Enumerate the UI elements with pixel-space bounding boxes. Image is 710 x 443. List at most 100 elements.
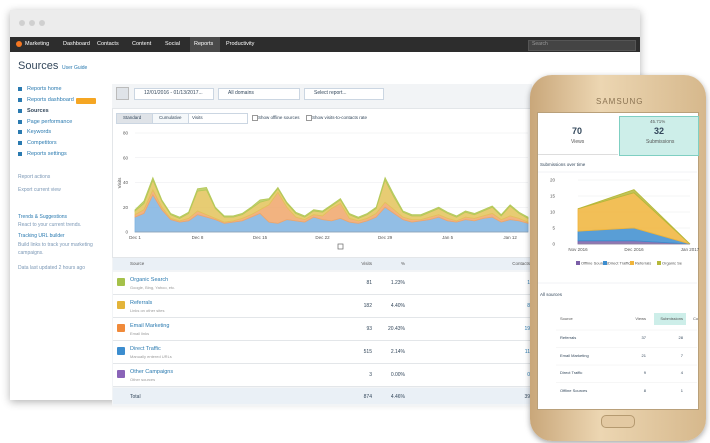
nav-item[interactable]: Reports	[194, 41, 214, 47]
sidebar-item[interactable]: Reports settings	[27, 151, 67, 157]
sidebar-icon	[18, 98, 22, 102]
x-tick-label: Jan 2017	[681, 247, 700, 252]
nav-item[interactable]: Productivity	[226, 41, 255, 47]
sidebar-icon	[18, 87, 22, 91]
y-tick-label: 15	[550, 194, 556, 199]
phone-cell: 28	[678, 335, 683, 340]
sidebar-item[interactable]: Competitors	[27, 140, 57, 146]
chart-toggle[interactable]	[116, 87, 129, 100]
source-description: Manually entered URLs	[130, 354, 172, 359]
metric-select-box[interactable]	[188, 113, 248, 124]
table-header	[113, 258, 531, 270]
legend-label: Direct Traffic	[608, 261, 630, 266]
tab-label[interactable]: Cumulative	[159, 115, 182, 120]
sidebar-item[interactable]: Reports home	[27, 86, 62, 92]
cell: 20.43%	[388, 326, 405, 332]
x-tick-label: Jan 12	[503, 235, 517, 240]
metric-select[interactable]: Visits	[192, 115, 203, 120]
report-select-box[interactable]	[304, 88, 384, 100]
nav-item[interactable]: Dashboard	[63, 41, 90, 47]
table-row	[113, 295, 531, 318]
nav-item[interactable]: Social	[165, 41, 180, 47]
cell: 3	[369, 372, 372, 378]
area	[134, 176, 529, 220]
phone-table-title: All sources	[540, 292, 563, 297]
sidebar-action[interactable]: Export current view	[18, 187, 61, 193]
sidebar-item[interactable]: Keywords	[27, 129, 52, 135]
x-tick-label: Dec 1	[129, 235, 141, 240]
checkbox[interactable]	[252, 115, 258, 121]
source-link[interactable]: Referrals	[130, 300, 153, 306]
tracking-link[interactable]: Tracking URL builder	[18, 233, 65, 239]
trends-link[interactable]: Trends & Suggestions	[18, 214, 68, 220]
source-link[interactable]: Direct Traffic	[130, 346, 161, 352]
nav-item[interactable]: Content	[132, 41, 152, 47]
checkbox-label[interactable]: Show offline sources	[258, 115, 300, 120]
sidebar-icon	[18, 109, 22, 113]
source-link[interactable]: Other Campaigns	[130, 369, 174, 375]
domain-select-box[interactable]	[218, 88, 300, 100]
window-dot	[19, 20, 25, 26]
source-icon	[117, 301, 125, 309]
source-link[interactable]: Email Marketing	[130, 323, 170, 329]
phone-cell: Email Marketing	[560, 352, 589, 358]
cell: 81	[366, 280, 372, 286]
updated-text: Data last updated 2 hours ago	[18, 265, 85, 271]
phone-screen	[537, 112, 699, 410]
x-tick-label: Dec 2016	[624, 247, 644, 252]
y-tick-label: 80	[123, 131, 129, 136]
phone-cell: Offline Sources	[560, 387, 588, 393]
report-select[interactable]: Select report...	[314, 90, 347, 96]
column-header: %	[400, 261, 405, 266]
calendar-icon	[337, 243, 344, 250]
sidebar-item[interactable]: Sources	[27, 108, 49, 114]
total-label: Total	[130, 394, 141, 400]
trends-text: React to your current trends.	[18, 222, 82, 228]
checkbox-label[interactable]: Show visits-to-contacts rate	[312, 115, 368, 120]
y-tick-label: 10	[550, 210, 556, 215]
column-header: Source	[130, 261, 145, 266]
page-title: Sources	[18, 60, 59, 72]
date-range-box[interactable]	[134, 88, 214, 100]
home-button[interactable]	[601, 415, 635, 428]
checkbox[interactable]	[306, 115, 312, 121]
search-box[interactable]	[528, 40, 636, 51]
source-description: Other sources	[130, 377, 156, 382]
domain-select[interactable]: All domains	[228, 90, 254, 96]
source-icon	[117, 370, 125, 378]
legend-swatch	[576, 261, 580, 265]
logo	[16, 41, 22, 47]
source-icon	[117, 347, 125, 355]
user-guide-link[interactable]: User Guide	[62, 65, 88, 71]
source-description: Email links	[130, 331, 150, 336]
x-tick-label: Nov 2016	[568, 247, 588, 252]
phone-chart-title: Submissions over time	[540, 162, 586, 167]
x-tick-label: Jan 5	[442, 235, 454, 240]
phone-cell: 1	[680, 387, 683, 393]
x-tick-label: Dec 8	[192, 235, 204, 240]
date-range[interactable]: 12/01/2016 - 01/13/2017...	[144, 90, 203, 96]
y-tick-label: 60	[123, 155, 129, 160]
nav-item[interactable]: Marketing	[25, 41, 50, 47]
source-link[interactable]: Organic Search	[130, 277, 169, 283]
legend-swatch	[657, 261, 661, 265]
search-placeholder[interactable]: Search	[532, 41, 548, 47]
source-icon	[117, 278, 125, 286]
tab-label[interactable]: Standard	[123, 115, 142, 120]
phone-brand: SAMSUNG	[596, 97, 644, 106]
cell: 11	[524, 349, 530, 355]
submissions-value: 32	[654, 126, 665, 136]
cell: 19	[524, 326, 530, 332]
legend-label: Offline Sources	[581, 261, 608, 266]
sidebar-item[interactable]: Reports dashboard	[27, 97, 74, 103]
y-tick-label: 5	[552, 226, 555, 231]
submissions-header-bg	[654, 313, 686, 325]
y-tick-label: 20	[550, 178, 556, 183]
nav-item[interactable]: Contacts	[97, 41, 119, 47]
y-tick-label: 40	[123, 180, 129, 185]
sidebar-item[interactable]: Page performance	[27, 119, 73, 125]
phone-cell: 9	[643, 370, 646, 375]
